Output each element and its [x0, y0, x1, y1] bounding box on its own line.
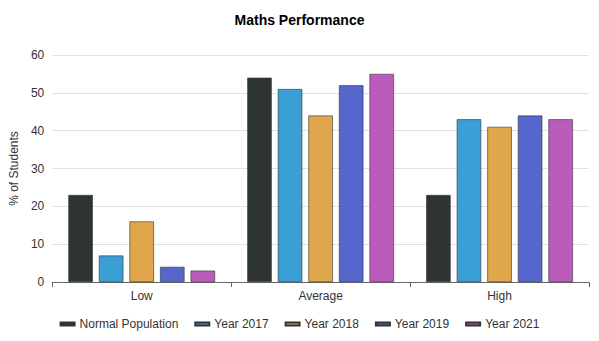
svg-text:0: 0	[38, 275, 45, 289]
svg-text:Average: Average	[298, 289, 343, 303]
svg-text:60: 60	[31, 48, 45, 62]
svg-text:Year 2018: Year 2018	[305, 317, 360, 331]
svg-text:10: 10	[31, 237, 45, 251]
svg-text:Year 2017: Year 2017	[214, 317, 269, 331]
svg-text:40: 40	[31, 124, 45, 138]
svg-text:Maths Performance: Maths Performance	[235, 12, 365, 28]
svg-text:30: 30	[31, 162, 45, 176]
svg-text:50: 50	[31, 86, 45, 100]
svg-text:Low: Low	[131, 289, 153, 303]
svg-text:Year 2019: Year 2019	[395, 317, 450, 331]
svg-text:% of Students: % of Students	[7, 131, 21, 206]
svg-text:Year 2021: Year 2021	[485, 317, 540, 331]
svg-text:20: 20	[31, 199, 45, 213]
svg-text:High: High	[487, 289, 512, 303]
svg-text:Normal Population: Normal Population	[80, 317, 179, 331]
